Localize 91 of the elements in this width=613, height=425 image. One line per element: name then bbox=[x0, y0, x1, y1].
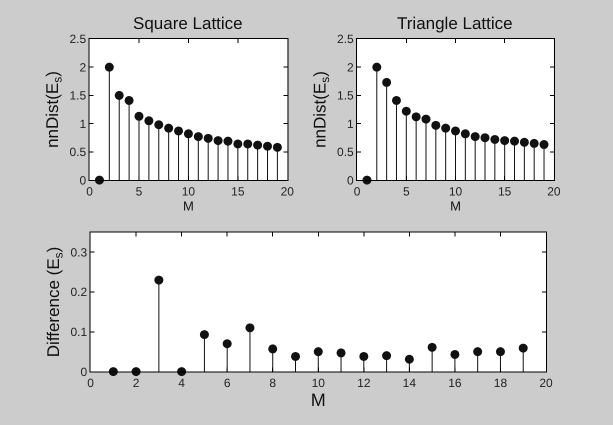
point bbox=[200, 330, 209, 340]
y-tick-label: 0.1 bbox=[70, 324, 88, 339]
x-tick-label: 14 bbox=[402, 376, 416, 390]
chart-title: Triangle Lattice bbox=[397, 14, 513, 33]
y-tick-label: 0 bbox=[347, 173, 354, 188]
point bbox=[441, 124, 450, 133]
point bbox=[114, 90, 124, 100]
point bbox=[402, 106, 411, 116]
point bbox=[500, 136, 510, 146]
point bbox=[480, 133, 490, 142]
y-tick-label: 1.5 bbox=[69, 88, 86, 103]
y-tick-label: 0 bbox=[79, 173, 86, 188]
point bbox=[382, 78, 392, 87]
y-tick-label: 0.3 bbox=[70, 245, 88, 260]
y-tick-label: 2 bbox=[79, 60, 86, 74]
point bbox=[124, 96, 134, 105]
x-tick-label: 20 bbox=[547, 184, 561, 199]
point bbox=[314, 347, 323, 356]
point bbox=[428, 342, 437, 352]
y-tick-label: 1.5 bbox=[337, 88, 354, 103]
point bbox=[392, 96, 401, 105]
point bbox=[431, 120, 440, 130]
y-tick-label: 0.5 bbox=[69, 145, 86, 160]
x-tick-label: 4 bbox=[178, 376, 186, 390]
point bbox=[144, 116, 154, 126]
point bbox=[214, 136, 223, 146]
point bbox=[268, 344, 278, 354]
point bbox=[291, 352, 300, 361]
x-axis-title: M bbox=[183, 198, 194, 214]
x-tick-label: 18 bbox=[494, 376, 508, 390]
point bbox=[451, 126, 460, 136]
x-tick-label: 20 bbox=[539, 376, 553, 390]
point bbox=[404, 354, 414, 364]
point bbox=[412, 112, 421, 122]
y-tick-label: 2.5 bbox=[337, 32, 354, 46]
x-axis-title: M bbox=[310, 390, 326, 410]
y-tick-label: 2 bbox=[347, 60, 354, 74]
point bbox=[359, 352, 368, 361]
x-tick-label: 15 bbox=[498, 184, 512, 199]
point bbox=[154, 120, 164, 130]
point bbox=[470, 132, 480, 142]
point bbox=[154, 276, 164, 285]
point bbox=[272, 142, 282, 152]
x-tick-label: 10 bbox=[312, 376, 326, 390]
point bbox=[518, 344, 528, 353]
point bbox=[530, 138, 539, 148]
x-tick-label: 8 bbox=[269, 376, 276, 390]
point bbox=[104, 62, 114, 72]
point bbox=[184, 129, 193, 138]
point bbox=[520, 138, 529, 147]
y-tick-label: 0.2 bbox=[70, 285, 88, 300]
x-axis-title: M bbox=[450, 198, 461, 214]
y-tick-label: 0 bbox=[80, 364, 88, 379]
point bbox=[243, 139, 252, 148]
point bbox=[473, 347, 482, 356]
point bbox=[382, 351, 392, 360]
point bbox=[450, 350, 460, 359]
chart-title: Square Lattice bbox=[133, 14, 243, 33]
point bbox=[174, 126, 184, 136]
x-tick-label: 10 bbox=[182, 184, 196, 199]
point bbox=[222, 339, 232, 348]
x-tick-label: 5 bbox=[402, 184, 410, 199]
y-tick-label: 1 bbox=[347, 116, 354, 131]
point bbox=[263, 142, 272, 151]
point bbox=[421, 114, 430, 124]
point bbox=[496, 347, 505, 356]
x-tick-label: 2 bbox=[132, 376, 140, 390]
point bbox=[233, 139, 242, 148]
x-tick-label: 12 bbox=[357, 376, 371, 390]
point bbox=[540, 140, 549, 150]
point bbox=[223, 136, 232, 146]
y-tick-label: 1 bbox=[79, 116, 86, 131]
point bbox=[510, 136, 520, 146]
point bbox=[204, 134, 213, 143]
x-tick-label: 15 bbox=[231, 184, 245, 199]
x-tick-label: 5 bbox=[136, 184, 143, 199]
y-tick-label: 0.5 bbox=[337, 145, 354, 160]
x-tick-label: 10 bbox=[448, 184, 462, 199]
point bbox=[490, 134, 500, 144]
point bbox=[134, 112, 144, 121]
point bbox=[253, 140, 262, 150]
point bbox=[372, 62, 382, 72]
point bbox=[164, 124, 174, 133]
point bbox=[460, 129, 470, 138]
point bbox=[194, 132, 203, 142]
point bbox=[336, 348, 346, 358]
point bbox=[245, 323, 254, 332]
x-tick-label: 16 bbox=[448, 376, 462, 390]
y-tick-label: 2.5 bbox=[69, 32, 86, 46]
x-tick-label: 6 bbox=[224, 376, 231, 390]
x-tick-label: 20 bbox=[280, 184, 294, 199]
